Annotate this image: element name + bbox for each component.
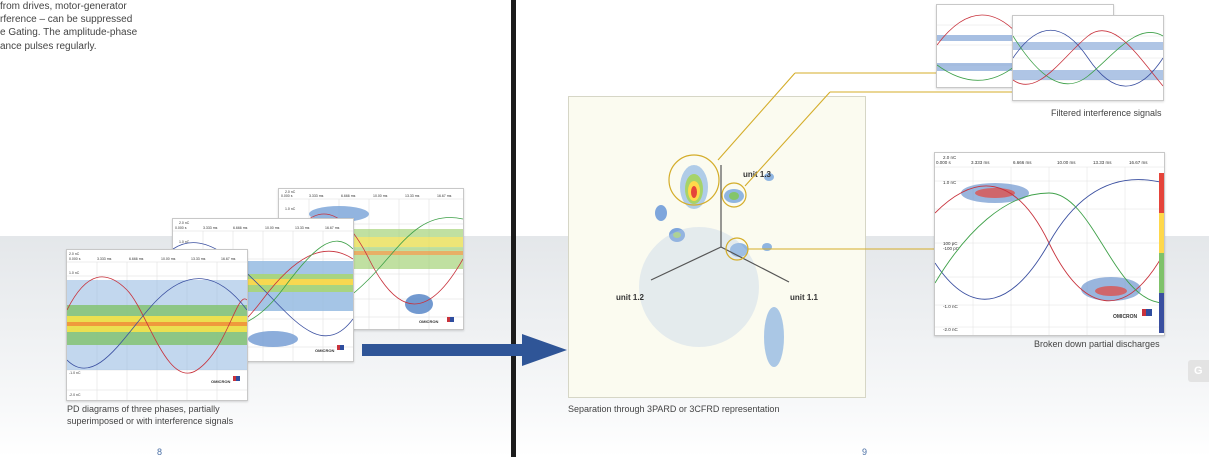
separation-caption: Separation through 3PARD or 3CFRD repres… — [568, 404, 780, 414]
time-label: 10.00 ms — [161, 257, 176, 261]
time-label: 16.67 ms — [221, 257, 236, 261]
time-label: 3.333 ms — [97, 257, 112, 261]
sine-red — [67, 276, 247, 374]
sine-blue — [67, 278, 247, 369]
broken-caption: Broken down partial discharges — [1034, 339, 1160, 349]
pd-clusters — [961, 183, 1141, 301]
y-label: 2.0 nC — [943, 155, 957, 160]
caption-line: PD diagrams of three phases, partially — [67, 404, 220, 414]
filtered-caption: Filtered interference signals — [1051, 108, 1162, 118]
intro-line: ance pulses regularly. — [0, 40, 97, 52]
book-spine — [511, 0, 516, 457]
y-label: 100 pC — [943, 241, 958, 246]
y-label: 1.0 nC — [285, 207, 296, 211]
brand-logo: OMICRON — [1113, 314, 1138, 320]
brand-logo: OMICRON — [419, 319, 438, 324]
axes — [650, 165, 790, 283]
time-label: 16.67 ms — [325, 226, 340, 230]
y-label: 1.0 nC — [69, 271, 80, 275]
y-label: -100 pC — [943, 246, 960, 251]
y-label: -2.0 nC — [69, 393, 81, 397]
brand-logo: OMICRON — [211, 379, 230, 384]
pd-cloud — [67, 280, 247, 370]
y-label: 2.0 nC — [285, 190, 296, 194]
pd-cloud — [243, 261, 353, 347]
arrow-right-icon — [362, 334, 567, 366]
sine-green — [935, 192, 1164, 304]
intro-line: e Gating. The amplitude-phase — [0, 27, 138, 39]
time-label: 10.00 ms — [373, 194, 388, 198]
time-label: 0.000 s — [69, 257, 81, 261]
time-label: 16.67 ms — [1129, 160, 1148, 165]
y-label: 1.0 nC — [943, 180, 957, 185]
y-label: -1.0 nC — [943, 304, 959, 309]
y-label: 2.0 nC — [69, 252, 80, 256]
unit-1-1-label: unit 1.1 — [790, 293, 819, 302]
time-label: 13.33 ms — [1093, 160, 1112, 165]
intro-line: from drives, motor-generator — [0, 1, 127, 12]
separation-3d-plot: unit 1.3 unit 1.2 unit 1.1 — [568, 96, 866, 398]
time-label: 16.67 ms — [437, 194, 452, 198]
unit-1-2-label: unit 1.2 — [616, 293, 645, 302]
caption-line: superimposed or with interference signal… — [67, 416, 234, 426]
filtered-diagram-front — [1012, 15, 1164, 101]
time-label: 0.000 s — [175, 226, 187, 230]
time-label: 3.333 ms — [971, 160, 990, 165]
time-label: 6.666 ms — [129, 257, 144, 261]
y-label: -1.0 nC — [69, 371, 81, 375]
page-number-right: 9 — [862, 447, 868, 457]
time-label: 10.00 ms — [1057, 160, 1076, 165]
time-label: 3.333 ms — [203, 226, 218, 230]
time-label: 6.666 ms — [341, 194, 356, 198]
unit-1-3-label: unit 1.3 — [743, 170, 772, 179]
sine-blue — [935, 179, 1164, 300]
chapter-tab[interactable]: G — [1188, 360, 1209, 382]
time-label: 10.00 ms — [265, 226, 280, 230]
time-label: 3.333 ms — [309, 194, 324, 198]
diagram-grid — [935, 166, 1164, 335]
time-label: 13.33 ms — [405, 194, 420, 198]
brand-logo: OMICRON — [315, 348, 334, 353]
time-label: 13.33 ms — [295, 226, 310, 230]
y-label: 1.0 nC — [179, 240, 190, 244]
time-label: 0.000 s — [936, 160, 952, 165]
diagrams-caption: PD diagrams of three phases, partially s… — [67, 403, 233, 427]
pd-diagram-back: 2.0 nC 1.0 nC 0.000 s 3.333 ms 6.666 ms … — [278, 188, 464, 330]
time-label: 13.33 ms — [191, 257, 206, 261]
sine-blue — [173, 242, 353, 337]
time-label: 6.666 ms — [233, 226, 248, 230]
y-label: -2.0 nC — [943, 327, 959, 332]
page-number-left: 8 — [157, 447, 163, 457]
broken-pd-diagram: 2.0 nC 0.000 s 3.333 ms 6.666 ms 10.00 m… — [934, 152, 1165, 336]
time-label: 0.000 s — [281, 194, 293, 198]
pd-diagram-front: 2.0 nC 1.0 nC 100 pC -100 pC -1.0 nC -2.… — [66, 249, 248, 401]
time-label: 6.666 ms — [1013, 160, 1032, 165]
intro-line: rference – can be suppressed — [0, 14, 133, 26]
intro-paragraph: from drives, motor-generator rference – … — [0, 0, 170, 53]
y-label: 2.0 nC — [179, 221, 190, 225]
